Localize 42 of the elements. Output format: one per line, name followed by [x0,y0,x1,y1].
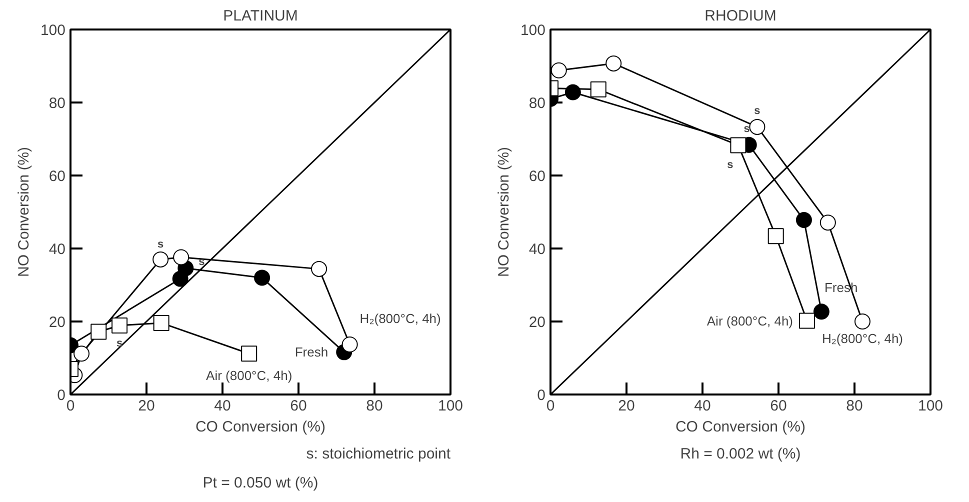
y-axis-title: NO Conversion (%) [15,146,32,278]
x-tick-label: 100 [918,398,944,414]
y-tick-label: 60 [528,168,546,185]
y-tick-label: 40 [48,241,66,258]
y-tick-label: 100 [520,22,546,39]
x-axis-title: CO Conversion (%) [195,418,326,436]
annotation: s [754,104,760,117]
text: Pt = 0.050 wt (%) [202,474,318,492]
y-tick-label: 60 [48,168,66,185]
x-tick-label: 40 [694,398,711,414]
x-tick-label: 20 [618,398,635,414]
x-tick-label: 20 [138,398,155,414]
y-tick-label: 20 [48,314,66,331]
annotation: s [116,338,123,350]
x-tick-label: 60 [290,398,307,414]
x-tick-label: 80 [366,398,383,414]
y-tick-label: 80 [528,95,546,112]
series-label: H₂(800°C, 4h) [822,331,904,346]
y-tick-label: 20 [528,314,546,331]
x-tick-label: 60 [770,398,787,414]
y-tick-label: 0 [537,387,546,404]
chart-title: RHODIUM [704,8,776,24]
x-tick-label: 100 [438,398,464,414]
text: s: stoichiometric point [306,446,452,462]
x-tick-label: 80 [846,398,863,414]
text: Rh = 0.002 wt (%) [680,446,801,462]
annotation: s [198,256,205,268]
annotation: s [158,238,164,250]
series-label: H₂(800°C, 4h) [360,310,441,326]
chart-title: PLATINUM [223,8,298,24]
y-axis-title: NO Conversion (%) [495,146,512,278]
annotation: s [727,159,734,172]
y-tick-label: 0 [57,387,66,404]
y-tick-label: 100 [40,22,66,39]
series-label: Air (800°C, 4h) [206,368,292,384]
y-tick-label: 40 [528,241,546,258]
x-axis-title: CO Conversion (%) [675,418,806,436]
x-tick-label: 40 [214,398,231,414]
annotation: s [744,122,750,135]
series-label: Air (800°C, 4h) [706,313,794,328]
y-tick-label: 80 [48,95,66,112]
series-label: Fresh [294,344,328,360]
